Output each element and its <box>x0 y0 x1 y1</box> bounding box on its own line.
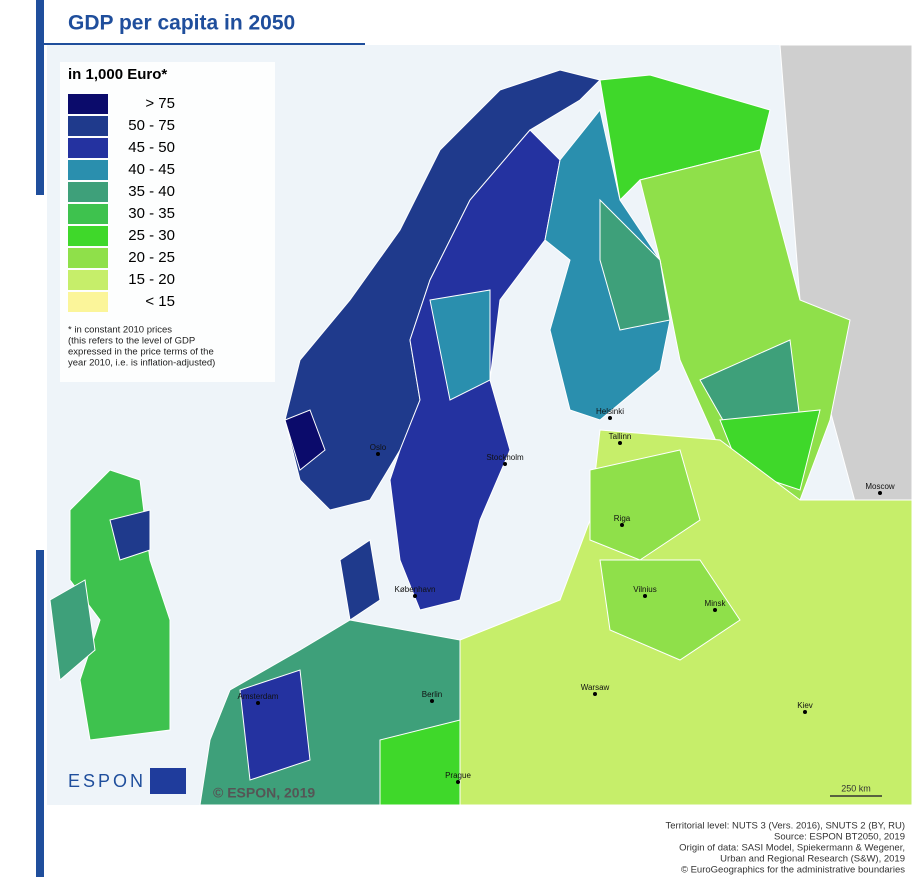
legend-swatch <box>68 226 108 246</box>
footer: Territorial level: NUTS 3 (Vers. 2016), … <box>665 821 905 876</box>
legend-swatch <box>68 94 108 114</box>
side-bar <box>36 550 44 877</box>
city-label: Moscow <box>865 482 895 491</box>
side-bar <box>36 0 44 195</box>
city-label: Berlin <box>422 690 442 699</box>
city-dot <box>503 462 507 466</box>
city-dot <box>620 523 624 527</box>
city-label: Vilnius <box>633 585 656 594</box>
logo: ESPON <box>68 771 146 791</box>
city-label: København <box>395 585 436 594</box>
legend-swatch <box>68 270 108 290</box>
note-line: * in constant 2010 prices <box>68 325 172 336</box>
legend-swatch <box>68 138 108 158</box>
legend-swatch <box>68 248 108 268</box>
legend-title: in 1,000 Euro* <box>68 66 167 83</box>
note-line: year 2010, i.e. is inflation-adjusted) <box>68 358 215 369</box>
footer-line: Territorial level: NUTS 3 (Vers. 2016), … <box>665 821 905 832</box>
legend-label: 45 - 50 <box>128 139 175 156</box>
note-line: (this refers to the level of GDP <box>68 336 195 347</box>
legend-label: 35 - 40 <box>128 183 175 200</box>
legend-swatch <box>68 116 108 136</box>
city-dot <box>456 780 460 784</box>
legend-swatch <box>68 160 108 180</box>
legend-swatch <box>68 204 108 224</box>
region <box>240 670 310 780</box>
city-label: Riga <box>614 514 631 523</box>
city-label: Prague <box>445 771 471 780</box>
legend-label: < 15 <box>145 293 175 310</box>
city-dot <box>803 710 807 714</box>
page: GDP per capita in 2050 Moscow Riga Tallinn… <box>0 0 912 877</box>
legend-label: 20 - 25 <box>128 249 175 266</box>
copyright: © ESPON, 2019 <box>213 785 315 801</box>
note-line: expressed in the price terms of the <box>68 347 214 358</box>
city-label: Amsterdam <box>238 692 279 701</box>
city-dot <box>713 608 717 612</box>
legend-label: 40 - 45 <box>128 161 175 178</box>
city-label: Stockholm <box>486 453 524 462</box>
city-dot <box>593 692 597 696</box>
footer-line: Source: ESPON BT2050, 2019 <box>774 832 905 843</box>
legend-label: 50 - 75 <box>128 117 175 134</box>
city-dot <box>608 416 612 420</box>
city-dot <box>376 452 380 456</box>
scale-label: 250 km <box>841 783 871 793</box>
legend-label: 25 - 30 <box>128 227 175 244</box>
footer-line: Origin of data: SASI Model, Spiekermann … <box>679 843 905 854</box>
eu-flag <box>150 768 186 794</box>
city-label: Helsinki <box>596 407 624 416</box>
footer-line: © EuroGeographics for the administrative… <box>681 865 905 876</box>
city-dot <box>430 699 434 703</box>
city-dot <box>413 594 417 598</box>
map-figure: GDP per capita in 2050 Moscow Riga Tallinn… <box>0 0 912 877</box>
city-dot <box>643 594 647 598</box>
city-dot <box>256 701 260 705</box>
legend-label: 15 - 20 <box>128 271 175 288</box>
city-dot <box>618 441 622 445</box>
legend-label: > 75 <box>145 95 175 112</box>
city-label: Warsaw <box>581 683 610 692</box>
city-dot <box>878 491 882 495</box>
city-label: Oslo <box>370 443 387 452</box>
city-label: Kiev <box>797 701 813 710</box>
title: GDP per capita in 2050 <box>68 12 295 35</box>
footer-line: Urban and Regional Research (S&W), 2019 <box>720 854 905 865</box>
legend-swatch <box>68 182 108 202</box>
city-label: Minsk <box>705 599 727 608</box>
city-label: Tallinn <box>609 432 632 441</box>
legend-label: 30 - 35 <box>128 205 175 222</box>
legend-swatch <box>68 292 108 312</box>
